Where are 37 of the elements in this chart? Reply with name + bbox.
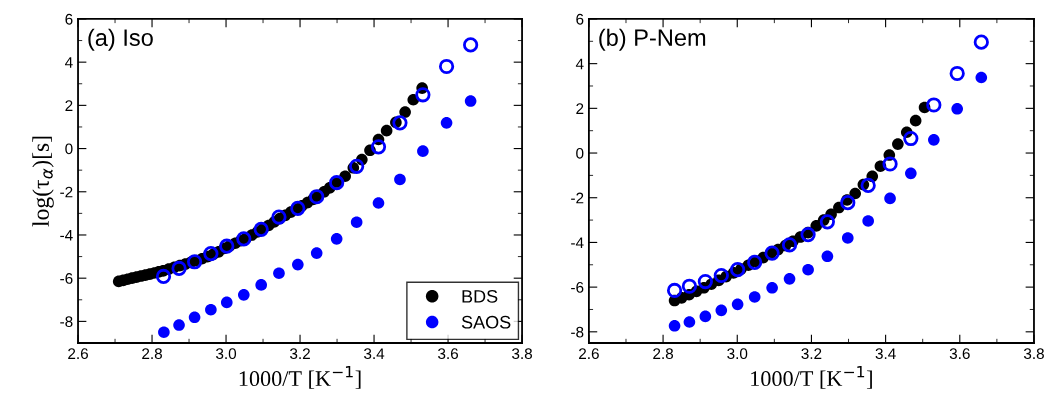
y-tick-label: -6 [571,281,584,293]
y-tick-label: -4 [60,230,73,241]
x-tick-label: 3.4 [875,348,896,360]
y-tick-label: 6 [65,13,73,25]
x-axis-title: 1000/T [K$^{−1}$] [751,366,872,389]
y-tick-label: 2 [65,100,73,111]
y-tick-label: 6 [576,13,584,25]
x-tick-label: 3.4 [364,348,385,360]
x-tick-label: 3.6 [949,348,970,360]
y-tick-label: 4 [575,58,584,70]
chart-title: (a) Iso [88,28,153,51]
x-tick-label: 3.6 [438,348,458,360]
y-tick-label: 0 [65,143,73,155]
y-tick-label: -8 [571,326,584,338]
x-tick-label: 2.6 [579,348,599,360]
y-tick-label: -8 [60,316,73,328]
x-tick-label: 2.8 [142,348,162,360]
x-tick-label: 3.8 [512,348,533,360]
x-tick-label: 2.8 [653,348,674,360]
x-tick-label: 3.2 [801,348,822,360]
y-tick-label: -2 [571,192,584,204]
x-axis-title: 1000/T [K$^{−1}$] [239,366,361,389]
y-tick-label: -4 [571,237,584,248]
x-tick-label: 3.2 [290,348,310,360]
x-tick-label: 3.8 [1023,348,1044,360]
x-tick-label: 2.6 [68,348,88,360]
y-tick-label: -6 [60,273,73,284]
legend-label: BDS [462,289,498,303]
y-axis-title: log(τ$_{α}$)[s] [32,136,54,227]
y-tick-label: 0 [576,147,584,159]
y-tick-label: 4 [65,57,73,68]
chart-title: (b) P-Nem [599,28,706,51]
y-tick-label: 2 [576,103,584,114]
y-tick-label: -2 [60,186,73,198]
legend-label: SAOS [461,315,511,329]
x-tick-label: 3.0 [727,348,748,360]
x-tick-label: 3.0 [216,348,237,360]
